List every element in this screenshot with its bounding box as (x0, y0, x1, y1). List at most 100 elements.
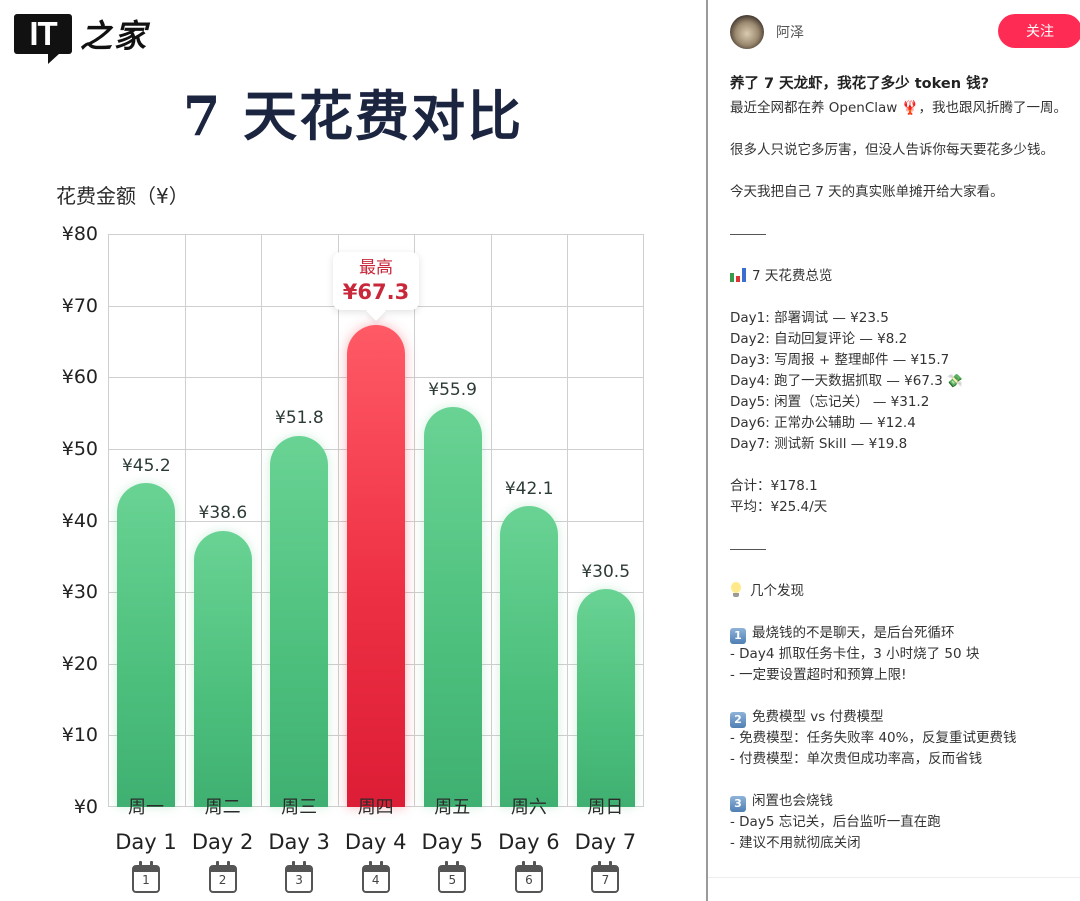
logo-it-mark: IT (14, 14, 72, 64)
total-line: 合计：¥178.1 (730, 478, 818, 494)
daily-cost-line: Day5: 闲置（忘记关） — ¥31.2 (730, 394, 930, 410)
y-tick: ¥10 (61, 724, 98, 747)
x-category: 周一 Day 1 1 (108, 795, 184, 893)
day-label: Day 4 (344, 830, 407, 854)
day-label: Day 6 (498, 830, 560, 854)
avatar[interactable] (730, 15, 764, 49)
bar-day-6 (500, 505, 559, 807)
callout-label: 最高 (359, 258, 393, 278)
day-label: Day 3 (268, 830, 330, 854)
plot-area: ¥45.2 ¥38.6 ¥51.8 ¥55.9 ¥42.1 ¥30.5 最高 ¥… (108, 234, 644, 807)
weekday-label: 周六 (510, 797, 547, 818)
author-name[interactable]: 阿泽 (776, 25, 804, 41)
daily-cost-line-max: Day4: 跑了一天数据抓取 — ¥67.3 💸 (730, 371, 1075, 392)
calendar-number: 2 (218, 873, 227, 887)
gridline (490, 234, 492, 807)
value-label: ¥42.1 (504, 479, 554, 499)
daily-cost-line: Day3: 写周报 + 整理邮件 — ¥15.7 (730, 352, 950, 368)
author-row: 阿泽 关注 (730, 14, 1080, 50)
value-label: ¥30.5 (581, 562, 631, 582)
x-category: 周三 Day 3 3 (261, 795, 337, 893)
gridline (261, 234, 263, 807)
daily-cost-line: Day2: 自动回复评论 — ¥8.2 (730, 331, 908, 347)
value-label: ¥38.6 (198, 503, 248, 523)
comment-bar (708, 877, 1080, 901)
x-category: 周五 Day 5 5 (414, 795, 490, 893)
intro-line: 很多人只说它多厉害，但没人告诉你每天要花多少钱。 (730, 142, 1054, 158)
daily-cost-line: Day7: 测试新 Skill — ¥19.8 (730, 436, 908, 452)
y-tick: ¥30 (61, 581, 98, 604)
money-wings-icon: 💸 (946, 374, 964, 389)
bar-day-4-max (347, 325, 405, 807)
calendar-number: 6 (525, 873, 533, 887)
average-line: 平均：¥25.4/天 (730, 499, 828, 515)
post-panel: 阿泽 关注 养了 7 天龙虾，我花了多少 token 钱? 最近全网都在养 Op… (706, 0, 1080, 901)
keycap-2-icon: 2 (730, 712, 746, 728)
value-label: ¥55.9 (428, 380, 477, 400)
y-axis-title: 花费金额（¥） (56, 184, 189, 208)
post-body: 最近全网都在养 OpenClaw 🦞，我也跟风折腾了一周。 很多人只说它多厉害，… (730, 98, 1075, 896)
daily-cost-line: Day1: 部署调试 — ¥23.5 (730, 310, 889, 326)
lightbulb-icon (730, 582, 742, 598)
finding-title: 3 闲置也会烧钱 (730, 791, 1075, 812)
finding-point: - 付费模型：单次贵但成功率高，反而省钱 (730, 751, 983, 767)
y-tick: ¥50 (61, 437, 98, 460)
calendar-icon: 6 (514, 861, 543, 893)
calendar-icon: 1 (132, 861, 160, 893)
gridline (643, 234, 644, 807)
follow-button[interactable]: 关注 (998, 14, 1080, 48)
finding-title: 1 最烧钱的不是聊天，是后台死循环 (730, 623, 1075, 644)
callout-value: ¥67.3 (342, 280, 410, 304)
post-title: 养了 7 天龙虾，我花了多少 token 钱? (730, 76, 989, 92)
gridline (108, 234, 644, 235)
keycap-1-icon: 1 (730, 628, 746, 644)
max-callout: 最高 ¥67.3 (333, 252, 419, 310)
findings-heading-text: 几个发现 (750, 583, 804, 599)
gridline (567, 234, 569, 807)
gridline (414, 234, 416, 807)
day-label: Day 5 (421, 830, 484, 854)
weekday-label: 周三 (281, 797, 318, 818)
calendar-number: 3 (295, 873, 303, 887)
day-label: Day 1 (115, 830, 177, 854)
daily-cost-line: Day6: 正常办公辅助 — ¥12.4 (730, 415, 916, 431)
intro-line: 今天我把自己 7 天的真实账单摊开给大家看。 (730, 184, 1004, 200)
overview-heading-text: 7 天花费总览 (752, 268, 833, 284)
bar-day-2 (193, 530, 252, 807)
calendar-icon: 2 (208, 861, 237, 893)
weekday-label: 周五 (434, 797, 471, 818)
gridline (337, 234, 339, 807)
value-label: ¥45.2 (121, 456, 171, 476)
bar-day-7 (576, 588, 635, 807)
daily-cost-text: Day4: 跑了一天数据抓取 — ¥67.3 (730, 373, 943, 389)
calendar-icon: 5 (438, 861, 467, 893)
finding-title-text: 闲置也会烧钱 (752, 793, 833, 809)
finding-title: 2 免费模型 vs 付费模型 (730, 707, 1075, 728)
bar-day-3 (270, 436, 329, 807)
finding-point: - 一定要设置超时和预算上限! (730, 667, 907, 683)
chart-title: 7 天花费对比 (182, 84, 524, 148)
x-category: 周日 Day 7 7 (567, 795, 643, 893)
weekday-label: 周日 (587, 797, 624, 818)
overview-heading: 7 天花费总览 (730, 266, 1075, 287)
finding-point: - Day4 抓取任务卡住，3 小时烧了 50 块 (730, 646, 980, 662)
finding-point: - 免费模型：任务失败率 40%，反复重试更费钱 (730, 730, 1017, 746)
gridline (108, 234, 109, 807)
y-tick: ¥60 (61, 366, 98, 389)
calendar-icon: 3 (285, 861, 314, 893)
gridline (184, 234, 186, 807)
calendar-number: 4 (371, 873, 380, 887)
x-category: 周六 Day 6 6 (491, 795, 567, 893)
intro-line: 最近全网都在养 OpenClaw 🦞，我也跟风折腾了一周。 (730, 100, 1067, 116)
bar-chart-icon (730, 268, 746, 282)
day-label: Day 2 (191, 830, 254, 854)
y-tick: ¥40 (61, 509, 98, 532)
finding-point: - 建议不用就彻底关闭 (730, 835, 861, 851)
weekday-label: 周二 (204, 797, 241, 818)
x-category: 周四 Day 4 4 (338, 795, 414, 893)
weekday-label: 周四 (357, 797, 394, 818)
logo-text: 之家 (80, 17, 149, 55)
ithome-logo: IT 之家 (14, 10, 149, 64)
calendar-number: 5 (448, 873, 457, 887)
y-tick: ¥20 (61, 652, 98, 675)
